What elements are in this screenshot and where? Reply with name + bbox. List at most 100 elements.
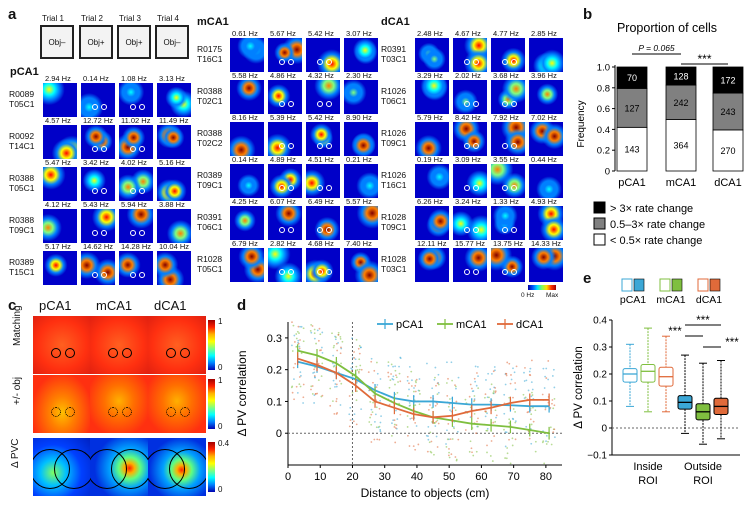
x-tick-label: 30	[379, 471, 391, 483]
object-marker	[317, 101, 323, 107]
firing-rate-label: 6.07 Hz	[270, 197, 296, 206]
scatter-dot	[311, 385, 314, 387]
scatter-dot	[427, 438, 430, 441]
object-marker	[130, 272, 136, 278]
scatter-dot	[335, 413, 338, 415]
chart-b-title: Proportion of cells	[617, 21, 717, 35]
scatter-dot	[314, 393, 317, 395]
cell-id-line1: R1026	[381, 86, 407, 96]
firing-rate-label: 0.14 Hz	[83, 74, 109, 83]
scatter-dot	[348, 395, 351, 397]
cell-id-line1: R0388	[197, 128, 223, 138]
scatter-dot	[321, 352, 324, 354]
scatter-dot	[291, 385, 294, 388]
rate-map	[453, 122, 487, 156]
scatter-dot	[337, 333, 340, 336]
scatter-dot	[527, 410, 530, 413]
rate-map	[230, 248, 264, 282]
scatter-dot	[375, 361, 378, 364]
y-axis-label: Δ PV correlation	[235, 350, 249, 436]
scatter-dot	[387, 364, 390, 367]
firing-rate-label: 5.67 Hz	[270, 29, 296, 38]
scatter-dot	[351, 368, 354, 371]
scatter-dot	[448, 451, 450, 454]
cell-id-line1: R1026	[381, 128, 407, 138]
y-tick-label: 0.1	[267, 396, 282, 408]
firing-rate-label: 5.57 Hz	[346, 197, 372, 206]
firing-rate-label: 6.79 Hz	[232, 239, 258, 248]
scatter-dot	[293, 341, 296, 343]
scatter-dot	[394, 369, 397, 372]
scatter-dot	[302, 383, 305, 386]
rate-map	[344, 206, 378, 240]
scatter-dot	[490, 383, 493, 386]
firing-rate-label: 6.26 Hz	[417, 197, 443, 206]
firing-rate-label: 5.16 Hz	[159, 158, 185, 167]
scatter-dot	[529, 418, 532, 421]
scatter-dot	[543, 387, 546, 389]
category-label: Inside	[633, 461, 662, 473]
scatter-dot	[474, 365, 477, 368]
scatter-dot	[490, 440, 493, 442]
scatter-dot	[524, 396, 527, 399]
bar-count-label: 242	[673, 98, 688, 108]
scatter-dot	[514, 388, 517, 391]
scatter-dot	[348, 413, 351, 416]
rate-map	[306, 122, 340, 156]
scatter-dot	[313, 394, 316, 397]
panel-c-heatmap	[148, 375, 206, 433]
x-tick-label: 10	[314, 471, 326, 483]
roi-circle	[108, 407, 118, 417]
scatter-dot	[512, 408, 515, 410]
object-marker	[101, 230, 107, 236]
legend-label: 0.5–3× rate change	[610, 219, 705, 231]
scatter-dot	[359, 364, 362, 367]
p-value-annotation: P = 0.065	[638, 43, 675, 53]
scatter-dot	[506, 447, 509, 449]
category-label: ROI	[638, 475, 658, 487]
scatter-dot	[395, 376, 398, 379]
scatter-dot	[414, 384, 417, 387]
trial-label: Trial 3	[119, 14, 141, 23]
scatter-dot	[334, 338, 337, 341]
chart-panel-e: pCA1 mCA1 dCA1 −0.1 0 0.1 0.2 0.3 0.4 Δ PV correl…	[573, 278, 740, 487]
scatter-dot	[398, 365, 400, 368]
scatter-dot	[485, 410, 487, 413]
scatter-dot	[334, 385, 336, 388]
object-marker	[473, 227, 479, 233]
scatter-dot	[433, 378, 436, 381]
scatter-dot	[300, 325, 303, 328]
scatter-dot	[487, 372, 490, 375]
scatter-dot	[488, 396, 490, 399]
scatter-dot	[509, 382, 512, 385]
scatter-dot	[495, 414, 498, 417]
scatter-dot	[317, 362, 320, 365]
scatter-dot	[445, 382, 448, 384]
firing-rate-label: 2.02 Hz	[455, 71, 481, 80]
scatter-dot	[503, 412, 506, 415]
firing-rate-label: 7.92 Hz	[493, 113, 519, 122]
scatter-dot	[505, 372, 507, 375]
cell-id-line2: T05C1	[197, 264, 223, 274]
scatter-dot	[477, 417, 479, 420]
firing-rate-label: 3.55 Hz	[493, 155, 519, 164]
scatter-dot	[379, 428, 382, 431]
scatter-dot	[527, 389, 530, 392]
scatter-dot	[545, 443, 548, 445]
bar-count-label: 127	[624, 103, 639, 113]
scatter-dot	[373, 369, 376, 372]
bar-count-label: 364	[673, 141, 688, 151]
trial-arena-box: Obj–	[40, 25, 74, 59]
scatter-dot	[302, 340, 305, 343]
scatter-dot	[379, 399, 382, 402]
scatter-dot	[318, 327, 321, 330]
legend-swatch-filled	[709, 278, 721, 292]
rate-map	[119, 209, 153, 243]
firing-rate-label: 4.32 Hz	[308, 71, 334, 80]
trial-arena-box: Obj+	[117, 25, 151, 59]
firing-rate-label: 2.85 Hz	[531, 29, 557, 38]
scatter-dot	[408, 382, 410, 385]
trial-arena-box: Obj+	[79, 25, 113, 59]
chart-panel-d: 0 0.1 0.2 0.3 0 10 20 30 40 50 60 70 80 Distance to o…	[235, 319, 562, 500]
scatter-dot	[299, 339, 301, 341]
